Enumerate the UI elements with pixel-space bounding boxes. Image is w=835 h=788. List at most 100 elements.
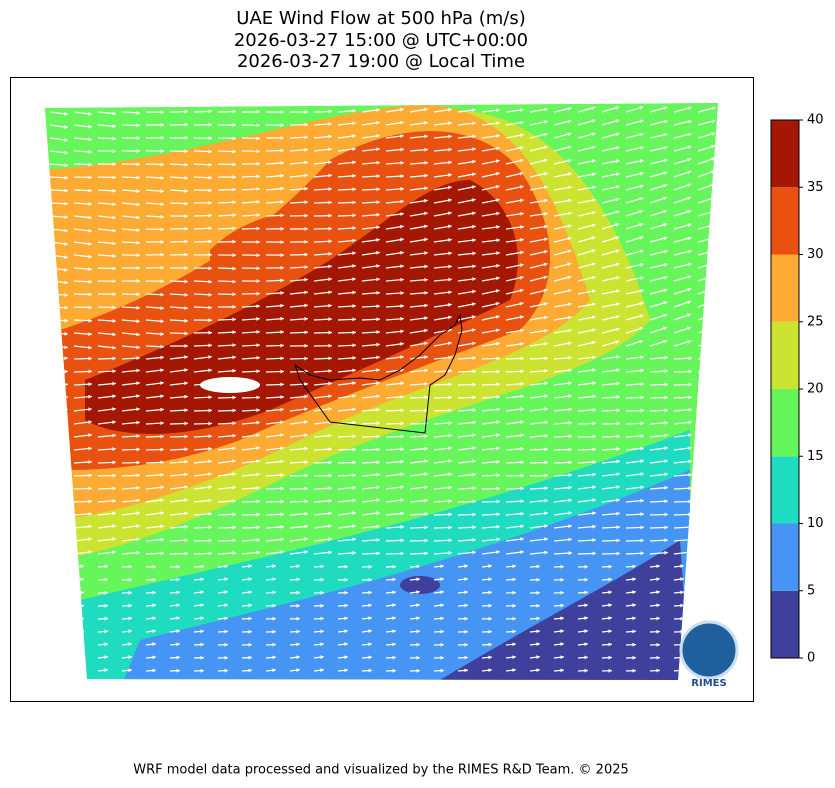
arrow-head — [208, 355, 212, 360]
arrow-head — [152, 590, 156, 595]
arrow-head — [544, 407, 548, 412]
arrow-head — [592, 460, 596, 465]
arrow-head — [615, 223, 620, 227]
arrow-head — [376, 264, 380, 268]
wind-field — [45, 103, 718, 680]
arrow-head — [208, 408, 212, 413]
wind-arrow — [49, 447, 68, 451]
arrow-head — [544, 537, 548, 542]
arrow-head — [448, 395, 452, 400]
arrow-head — [280, 473, 284, 478]
arrow-head — [712, 394, 716, 399]
arrow-head — [200, 590, 204, 595]
arrow-head — [639, 106, 644, 110]
arrow-head — [568, 485, 572, 490]
arrow-head — [544, 511, 548, 516]
arrow-head — [112, 241, 116, 246]
arrow-head — [56, 564, 60, 569]
arrow-head — [584, 590, 588, 595]
arrow-head — [592, 447, 596, 452]
arrow-head — [663, 145, 668, 150]
arrow-head — [567, 302, 572, 307]
arrow-head — [488, 616, 492, 621]
arrow-head — [152, 629, 156, 634]
arrow-head — [272, 603, 276, 608]
arrow-head — [400, 447, 404, 452]
arrow-head — [328, 239, 332, 244]
arrow-head — [688, 550, 692, 555]
arrow-head — [376, 250, 380, 255]
arrow-head — [544, 368, 548, 373]
arrow-head — [64, 163, 68, 168]
arrow-head — [639, 289, 644, 293]
arrow-head — [112, 292, 116, 297]
arrow-head — [376, 434, 380, 439]
arrow-head — [208, 318, 212, 323]
arrow-head — [664, 408, 668, 413]
arrow-head — [304, 110, 308, 114]
arrow-head — [567, 185, 572, 190]
arrow-head — [376, 524, 380, 529]
arrow-head — [544, 394, 548, 399]
arrow-head — [687, 132, 692, 137]
arrow-head — [688, 369, 692, 374]
arrow-head — [464, 629, 468, 634]
arrow-head — [280, 369, 284, 374]
arrow-head — [200, 616, 204, 621]
arrow-head — [424, 538, 428, 543]
arrow-head — [296, 590, 300, 595]
arrow-head — [495, 315, 500, 319]
arrow-head — [495, 211, 500, 216]
arrow-head — [328, 511, 332, 516]
arrow-head — [488, 590, 492, 595]
arrow-head — [376, 225, 380, 230]
arrow-head — [232, 343, 236, 348]
arrow-head — [104, 668, 108, 673]
arrow-head — [208, 200, 212, 205]
arrow-head — [64, 150, 68, 155]
arrow-head — [400, 408, 404, 413]
arrow-head — [639, 276, 644, 280]
arrow-head — [232, 175, 236, 179]
wind-arrow — [49, 656, 61, 659]
arrow-head — [280, 161, 284, 166]
arrow-head — [304, 173, 308, 178]
arrow-head — [496, 134, 500, 138]
arrow-head — [208, 551, 212, 556]
arrow-head — [519, 263, 524, 268]
arrow-head — [152, 668, 156, 673]
arrow-head — [176, 590, 180, 595]
arrow-head — [352, 420, 356, 425]
arrow-head — [136, 434, 140, 439]
arrow-head — [376, 160, 380, 165]
arrow-head — [272, 564, 276, 569]
arrow-head — [176, 577, 180, 582]
arrow-head — [632, 564, 636, 569]
arrow-head — [88, 137, 92, 142]
arrow-head — [496, 499, 500, 504]
arrow-head — [304, 433, 308, 438]
arrow-head — [680, 629, 684, 634]
arrow-head — [136, 356, 140, 361]
arrow-head — [256, 459, 260, 464]
arrow-head — [376, 511, 380, 516]
arrow-head — [136, 149, 140, 153]
arrow-head — [128, 564, 132, 569]
arrow-head — [471, 185, 476, 189]
arrow-head — [400, 498, 404, 503]
arrow-head — [640, 485, 644, 490]
arrow-head — [280, 499, 284, 504]
map-frame — [10, 77, 754, 702]
arrow-head — [184, 447, 188, 452]
arrow-head — [448, 369, 452, 373]
arrow-head — [687, 106, 692, 111]
arrow-head — [567, 106, 572, 111]
arrow-head — [160, 227, 164, 232]
wind-arrow — [697, 370, 717, 373]
arrow-head — [400, 538, 404, 543]
arrow-head — [488, 668, 492, 673]
arrow-head — [640, 355, 644, 360]
arrow-head — [112, 188, 116, 193]
arrow-head — [136, 228, 140, 232]
arrow-head — [136, 420, 140, 425]
